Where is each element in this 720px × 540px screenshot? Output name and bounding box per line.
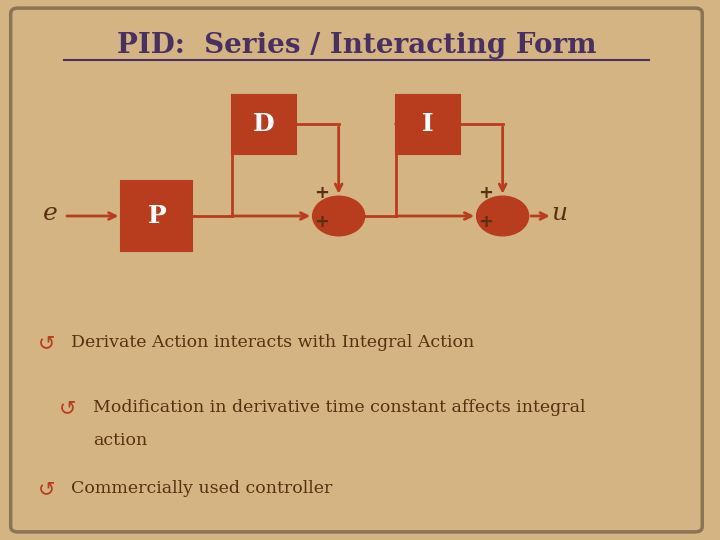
Text: I: I (422, 112, 433, 136)
FancyBboxPatch shape (396, 94, 460, 154)
Text: e: e (42, 202, 58, 225)
Text: ↺: ↺ (37, 478, 55, 499)
Text: +: + (478, 184, 493, 202)
Text: action: action (93, 431, 147, 449)
Circle shape (477, 197, 528, 235)
Text: P: P (148, 204, 166, 228)
Text: ↺: ↺ (37, 333, 55, 353)
FancyBboxPatch shape (232, 94, 296, 154)
Text: D: D (253, 112, 274, 136)
Text: Commercially used controller: Commercially used controller (71, 480, 333, 497)
Text: +: + (478, 213, 493, 232)
Text: +: + (314, 184, 329, 202)
Text: Modification in derivative time constant affects integral: Modification in derivative time constant… (93, 399, 585, 416)
Text: u: u (552, 202, 568, 225)
Text: +: + (314, 213, 329, 232)
Text: Derivate Action interacts with Integral Action: Derivate Action interacts with Integral … (71, 334, 474, 352)
Text: ↺: ↺ (59, 397, 76, 418)
FancyBboxPatch shape (11, 8, 702, 532)
Circle shape (313, 197, 364, 235)
FancyBboxPatch shape (121, 181, 192, 251)
Text: PID:  Series / Interacting Form: PID: Series / Interacting Form (117, 32, 596, 59)
